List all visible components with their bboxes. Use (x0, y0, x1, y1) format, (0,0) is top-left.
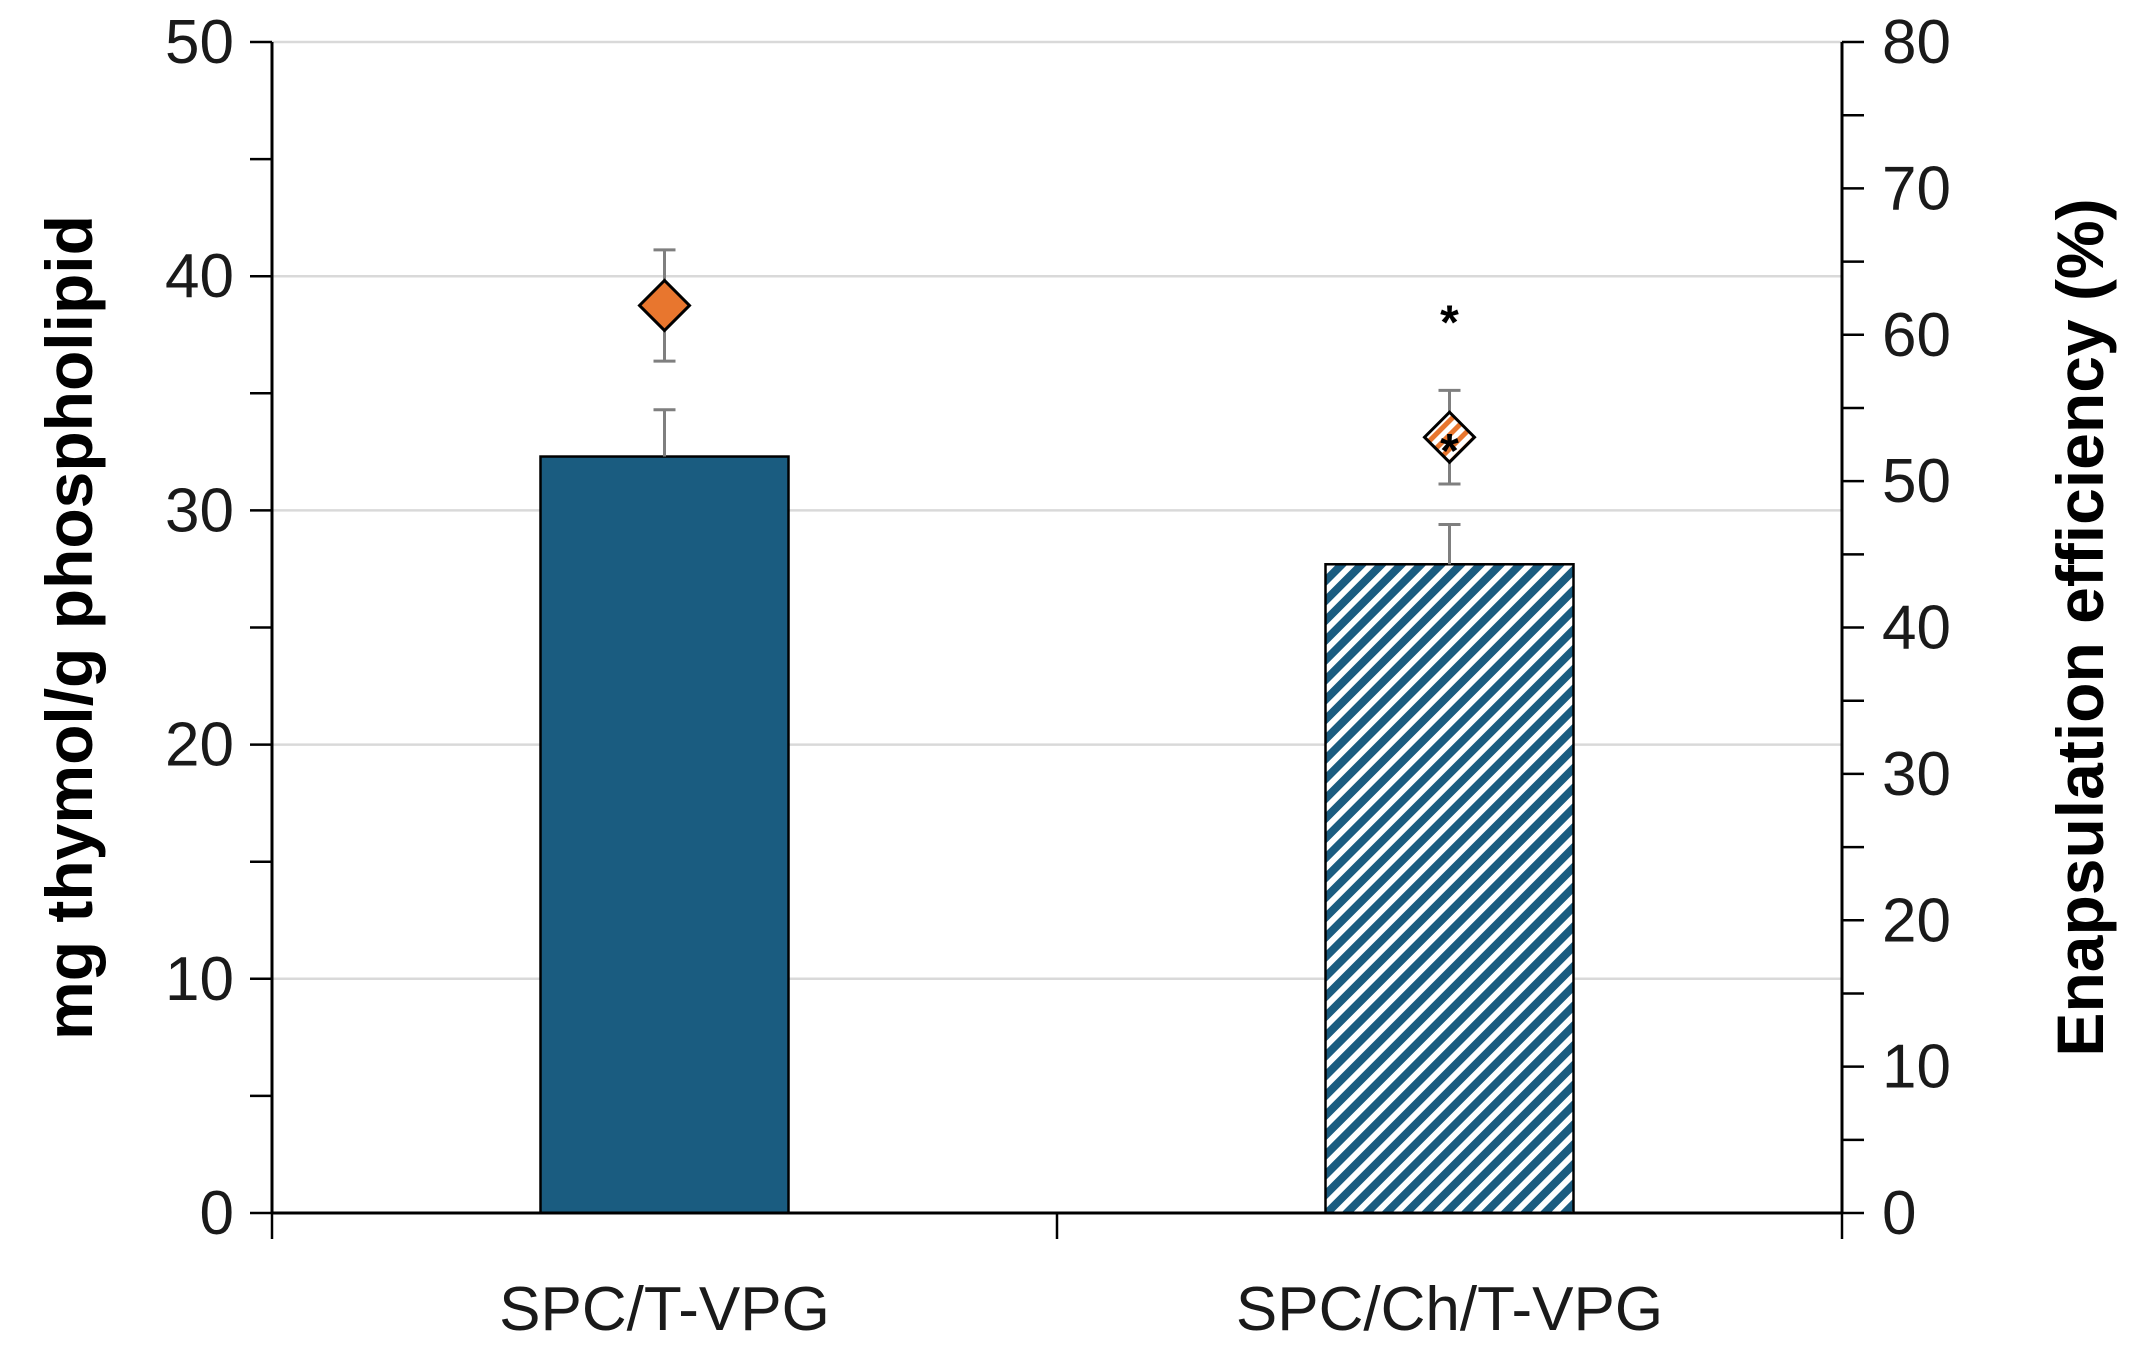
bar-1 (539, 455, 790, 1215)
left-tick-label: 50 (165, 8, 234, 77)
significance-asterisk: * (1440, 425, 1459, 478)
right-tick-label: 20 (1882, 886, 1951, 955)
right-axis-title: Enapsulation efficiency (%) (2043, 198, 2117, 1056)
bars (539, 408, 1575, 1215)
bar-2 (1324, 563, 1575, 1215)
gridlines (272, 40, 1842, 981)
right-tick-label: 50 (1882, 447, 1951, 516)
efficiency-diamond-2 (1422, 410, 1477, 465)
right-tick-label: 40 (1882, 594, 1951, 663)
efficiency-markers (637, 248, 1477, 486)
left-tick-label: 30 (165, 476, 234, 545)
left-tick-label: 40 (165, 242, 234, 311)
left-tick-label: 20 (165, 711, 234, 780)
category-label: SPC/T-VPG (499, 1275, 830, 1344)
category-label: SPC/Ch/T-VPG (1236, 1275, 1663, 1344)
labels: 0 10 20 30 40 50 0 10 20 30 40 50 60 70 80 SPC/T-VPG SPC… (32, 8, 2117, 1344)
right-tick-label: 70 (1882, 154, 1951, 223)
right-tick-label: 30 (1882, 740, 1951, 809)
left-axis-title: mg thymol/g phospholipid (32, 215, 106, 1040)
efficiency-diamond-1 (637, 278, 692, 333)
right-tick-label: 80 (1882, 8, 1951, 77)
axes (250, 40, 1864, 1239)
significance-asterisk: * (1440, 296, 1459, 349)
left-tick-label: 0 (200, 1179, 234, 1248)
left-tick-label: 10 (165, 945, 234, 1014)
right-tick-label: 10 (1882, 1033, 1951, 1102)
right-tick-label: 60 (1882, 301, 1951, 370)
right-tick-label: 0 (1882, 1179, 1916, 1248)
